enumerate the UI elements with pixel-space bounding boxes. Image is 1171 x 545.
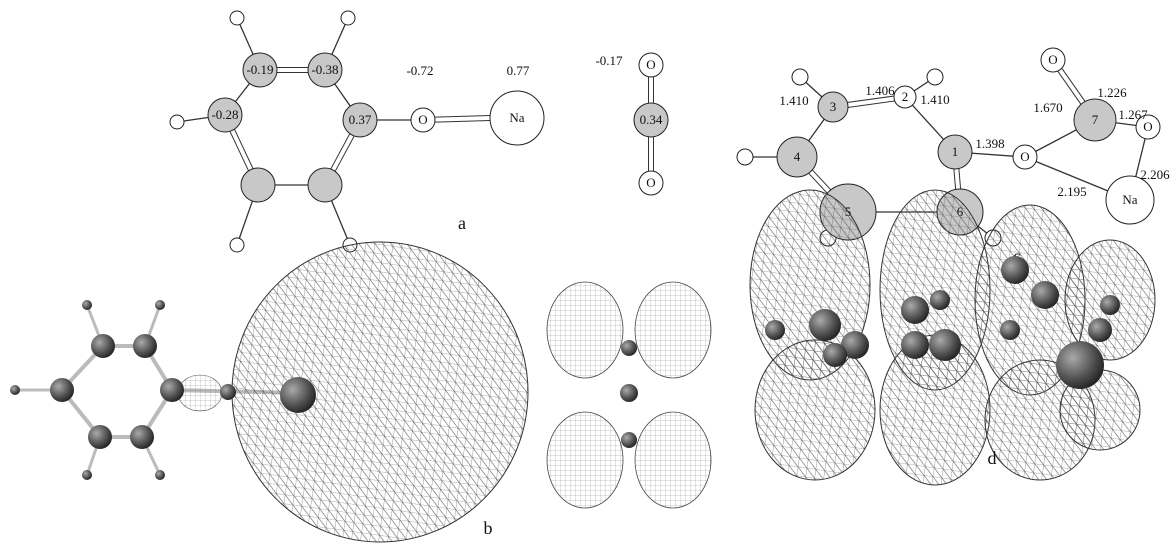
atom-label: Na [509, 110, 524, 125]
atom [737, 149, 753, 165]
atom-ball [765, 320, 785, 340]
atom-ball [901, 296, 929, 324]
atom [230, 11, 244, 25]
atom-label: 0.34 [640, 112, 663, 127]
atom-label: 4 [794, 149, 801, 164]
atom-ball [50, 378, 74, 402]
atom [308, 168, 342, 202]
label: 1.226 [1097, 85, 1127, 100]
atom-ball [929, 329, 961, 361]
orbital-mesh [547, 282, 623, 378]
atom [927, 69, 943, 85]
atom-label: -0.28 [211, 107, 238, 122]
label: 1.398 [975, 136, 1004, 151]
atom [170, 115, 184, 129]
atom-label: O [646, 57, 655, 72]
atom-label: -0.19 [246, 62, 273, 77]
atom-ball [621, 340, 637, 356]
atom-ball [1000, 320, 1020, 340]
label: 0.77 [507, 63, 530, 78]
label: 1.267 [1118, 107, 1148, 122]
atom-ball [1031, 281, 1059, 309]
atom [230, 238, 244, 252]
orbital-mesh [635, 282, 711, 378]
atom-label: 2 [902, 89, 909, 104]
label: 1.670 [1033, 100, 1062, 115]
orbital-mesh [635, 412, 711, 508]
atom-ball [91, 334, 115, 358]
label: 2.206 [1140, 167, 1170, 182]
atom [241, 168, 275, 202]
atom-label: 0.37 [349, 112, 372, 127]
atom-ball [1100, 295, 1120, 315]
atom-ball [930, 290, 950, 310]
atom-ball [130, 425, 154, 449]
atom-ball [280, 377, 316, 413]
atom-label: O [418, 112, 427, 127]
atom-label: O [1048, 52, 1057, 67]
orbital-mesh [232, 242, 528, 542]
atom-ball [620, 384, 638, 402]
atom-label: O [646, 175, 655, 190]
atom-ball [621, 432, 637, 448]
orbital-mesh [755, 340, 875, 480]
label: b [484, 518, 493, 538]
atom-ball [155, 470, 165, 480]
atom [792, 69, 808, 85]
atom-label: -0.38 [311, 62, 338, 77]
atom-ball [160, 378, 184, 402]
atom-ball [1001, 256, 1029, 284]
atom-ball [809, 309, 841, 341]
label: 1.410 [779, 93, 808, 108]
label: -0.17 [595, 53, 623, 68]
label: 1.410 [920, 92, 949, 107]
atom-label: O [1020, 149, 1029, 164]
atom-ball [1056, 341, 1104, 389]
atom-label: Na [1122, 192, 1137, 207]
label: a [458, 213, 466, 233]
atom-ball [220, 384, 236, 400]
atom-ball [901, 331, 929, 359]
orbital-mesh [178, 375, 222, 411]
atom-ball [82, 470, 92, 480]
atom-label: 7 [1092, 112, 1099, 127]
label: d [988, 448, 997, 468]
atom-ball [155, 300, 165, 310]
figure: -0.19 -0.38 -0.28 0.37 O -0.72 Na 0.77 O -0.17 0.3… [0, 0, 1171, 545]
atom-ball [823, 343, 847, 367]
atom-label: 3 [830, 99, 837, 114]
label: 2.195 [1057, 184, 1086, 199]
orbital-mesh [880, 335, 990, 485]
label: 1.406 [865, 83, 895, 98]
atom-ball [10, 385, 20, 395]
label: -0.72 [406, 63, 433, 78]
atom-ball [82, 300, 92, 310]
atom-label: 1 [952, 144, 959, 159]
atom-ball [133, 334, 157, 358]
atom [341, 11, 355, 25]
atom-ball [88, 425, 112, 449]
atom-ball [1088, 318, 1112, 342]
orbital-mesh [547, 412, 623, 508]
